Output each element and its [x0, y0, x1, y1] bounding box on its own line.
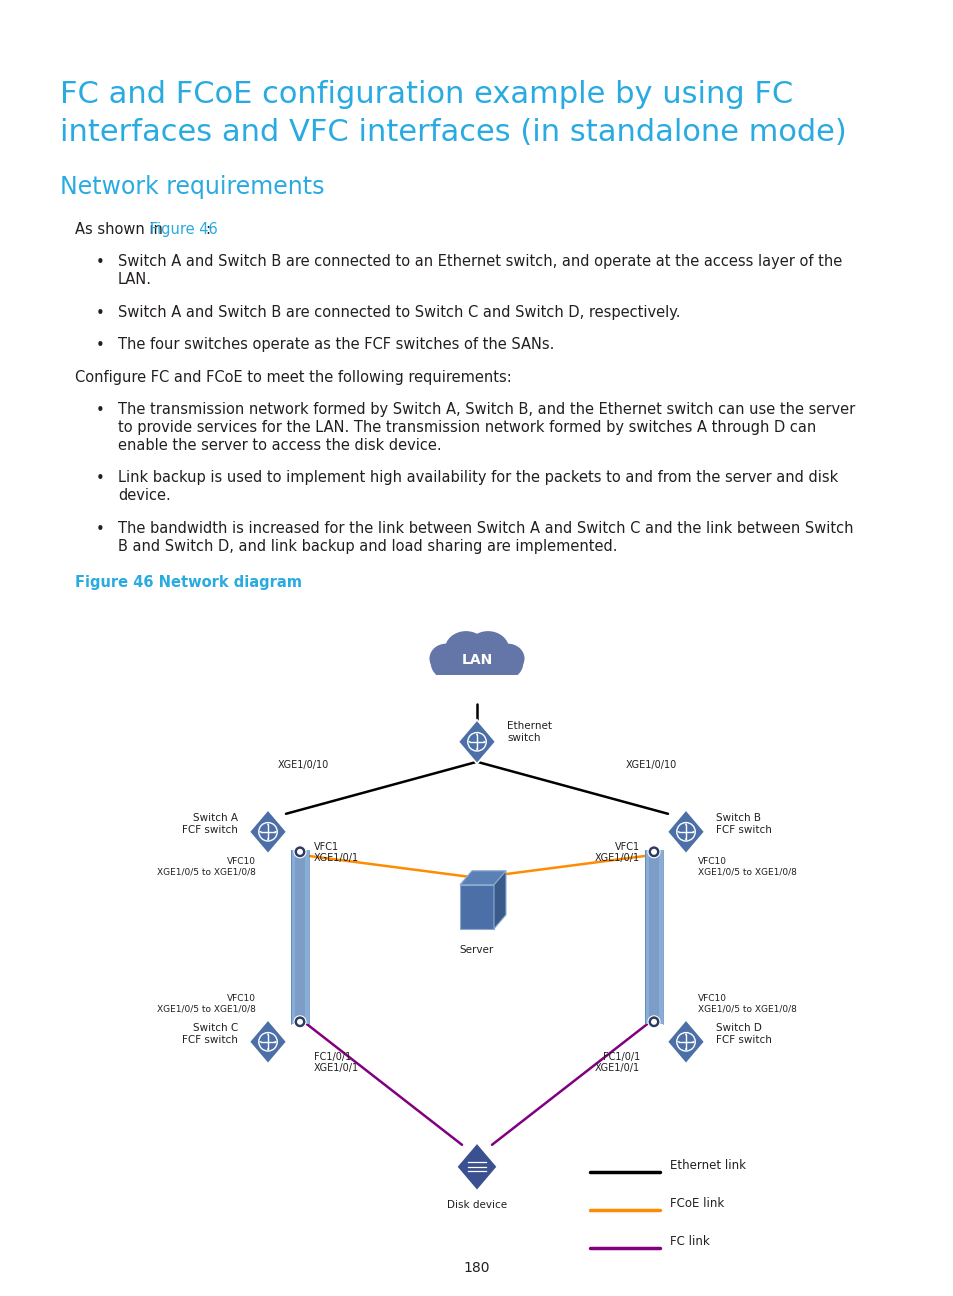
Bar — [644, 850, 662, 1024]
Bar — [424, 675, 529, 695]
Text: Switch A and Switch B are connected to an Ethernet switch, and operate at the ac: Switch A and Switch B are connected to a… — [118, 254, 841, 270]
Text: •: • — [95, 522, 104, 537]
Circle shape — [296, 1019, 303, 1025]
Text: VFC1
XGE1/0/1: VFC1 XGE1/0/1 — [314, 842, 358, 863]
Text: VFC10
XGE1/0/5 to XGE1/0/8: VFC10 XGE1/0/5 to XGE1/0/8 — [157, 994, 255, 1013]
Text: Switch B
FCF switch: Switch B FCF switch — [716, 813, 771, 835]
Ellipse shape — [429, 644, 462, 674]
Text: enable the server to access the disk device.: enable the server to access the disk dev… — [118, 438, 441, 454]
Text: The transmission network formed by Switch A, Switch B, and the Ethernet switch c: The transmission network formed by Switc… — [118, 402, 854, 417]
Text: XGE1/0/10: XGE1/0/10 — [277, 759, 328, 770]
Bar — [291, 850, 294, 1024]
Polygon shape — [249, 810, 287, 854]
Bar — [659, 850, 662, 1024]
Text: interfaces and VFC interfaces (in standalone mode): interfaces and VFC interfaces (in standa… — [60, 118, 846, 146]
Text: to provide services for the LAN. The transmission network formed by switches A t: to provide services for the LAN. The tra… — [118, 420, 816, 435]
Text: •: • — [95, 403, 104, 419]
Circle shape — [647, 1016, 659, 1028]
Polygon shape — [457, 719, 496, 763]
Text: LAN.: LAN. — [118, 272, 152, 288]
Text: As shown in: As shown in — [75, 222, 168, 237]
Polygon shape — [676, 1041, 679, 1043]
Polygon shape — [483, 741, 486, 743]
Polygon shape — [467, 741, 470, 743]
Circle shape — [296, 849, 303, 855]
Text: FCoE link: FCoE link — [669, 1198, 723, 1210]
Polygon shape — [258, 831, 261, 833]
Polygon shape — [684, 839, 686, 841]
Text: VFC10
XGE1/0/5 to XGE1/0/8: VFC10 XGE1/0/5 to XGE1/0/8 — [157, 857, 255, 876]
Text: Switch A
FCF switch: Switch A FCF switch — [182, 813, 237, 835]
Text: Network requirements: Network requirements — [60, 175, 324, 200]
Text: Figure 46: Figure 46 — [150, 222, 217, 237]
Text: Configure FC and FCoE to meet the following requirements:: Configure FC and FCoE to meet the follow… — [75, 369, 511, 385]
Polygon shape — [494, 871, 505, 929]
Circle shape — [647, 846, 659, 858]
Text: device.: device. — [118, 489, 171, 503]
Bar — [291, 850, 309, 1024]
Text: The four switches operate as the FCF switches of the SANs.: The four switches operate as the FCF swi… — [118, 337, 554, 353]
Text: •: • — [95, 255, 104, 271]
Text: FC1/0/1
XGE1/0/1: FC1/0/1 XGE1/0/1 — [314, 1052, 358, 1073]
Circle shape — [294, 846, 306, 858]
Polygon shape — [684, 823, 686, 826]
Text: Ethernet link: Ethernet link — [669, 1160, 745, 1173]
Polygon shape — [274, 831, 277, 833]
Polygon shape — [684, 1048, 686, 1051]
Polygon shape — [666, 810, 704, 854]
Polygon shape — [267, 1048, 269, 1051]
Polygon shape — [258, 1041, 261, 1043]
Text: VFC1
XGE1/0/1: VFC1 XGE1/0/1 — [595, 842, 639, 863]
Text: FC and FCoE configuration example by using FC: FC and FCoE configuration example by usi… — [60, 80, 792, 109]
Polygon shape — [476, 732, 477, 735]
Bar — [644, 850, 648, 1024]
Ellipse shape — [491, 644, 524, 674]
Text: Switch C
FCF switch: Switch C FCF switch — [182, 1023, 237, 1045]
Text: VFC10
XGE1/0/5 to XGE1/0/8: VFC10 XGE1/0/5 to XGE1/0/8 — [698, 994, 796, 1013]
Polygon shape — [476, 748, 477, 752]
Text: Switch A and Switch B are connected to Switch C and Switch D, respectively.: Switch A and Switch B are connected to S… — [118, 305, 679, 320]
Polygon shape — [684, 1033, 686, 1036]
Polygon shape — [666, 1020, 704, 1064]
Text: VFC10
XGE1/0/5 to XGE1/0/8: VFC10 XGE1/0/5 to XGE1/0/8 — [698, 857, 796, 876]
Ellipse shape — [456, 656, 497, 688]
Polygon shape — [267, 823, 269, 826]
Polygon shape — [692, 831, 695, 833]
Ellipse shape — [431, 645, 478, 682]
Polygon shape — [267, 1033, 269, 1036]
Polygon shape — [692, 1041, 695, 1043]
Text: •: • — [95, 472, 104, 486]
Circle shape — [650, 1019, 657, 1025]
Circle shape — [294, 1016, 306, 1028]
Text: Disk device: Disk device — [446, 1200, 507, 1209]
Text: XGE1/0/10: XGE1/0/10 — [625, 759, 676, 770]
Ellipse shape — [466, 631, 509, 667]
Text: B and Switch D, and link backup and load sharing are implemented.: B and Switch D, and link backup and load… — [118, 539, 617, 553]
Ellipse shape — [446, 639, 507, 684]
Text: 180: 180 — [463, 1261, 490, 1275]
Polygon shape — [676, 831, 679, 833]
Polygon shape — [274, 1041, 277, 1043]
Text: •: • — [95, 306, 104, 321]
Text: FC link: FC link — [669, 1235, 709, 1248]
Text: Figure 46 Network diagram: Figure 46 Network diagram — [75, 575, 302, 590]
Text: Server: Server — [459, 945, 494, 955]
Polygon shape — [249, 1020, 287, 1064]
Polygon shape — [459, 871, 505, 885]
Bar — [305, 850, 309, 1024]
Bar — [459, 885, 494, 929]
Text: Link backup is used to implement high availability for the packets to and from t: Link backup is used to implement high av… — [118, 470, 838, 486]
Circle shape — [650, 849, 657, 855]
Text: •: • — [95, 338, 104, 354]
Polygon shape — [267, 839, 269, 841]
Polygon shape — [456, 1143, 497, 1191]
Text: :: : — [205, 222, 210, 237]
Text: FC1/0/1
XGE1/0/1: FC1/0/1 XGE1/0/1 — [595, 1052, 639, 1073]
Ellipse shape — [444, 631, 487, 667]
Ellipse shape — [475, 645, 522, 682]
Text: Switch D
FCF switch: Switch D FCF switch — [716, 1023, 771, 1045]
Text: Ethernet
switch: Ethernet switch — [506, 721, 552, 743]
Text: The bandwidth is increased for the link between Switch A and Switch C and the li: The bandwidth is increased for the link … — [118, 521, 853, 535]
Text: LAN: LAN — [461, 653, 492, 667]
